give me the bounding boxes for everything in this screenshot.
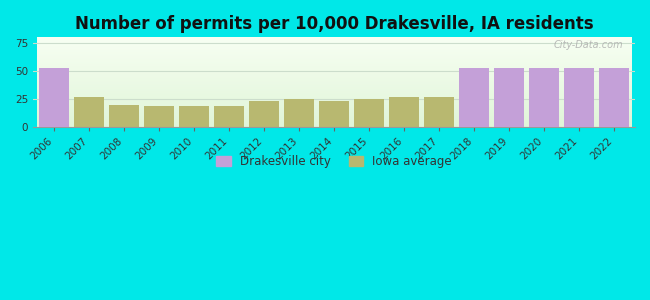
Bar [179,106,209,127]
Bar [40,90,69,127]
Bar [495,68,524,127]
Bar [144,106,174,127]
Bar [319,101,348,127]
Bar [75,97,104,127]
Bar [250,101,279,127]
Bar [354,99,383,127]
Legend: Drakesville city, Iowa average: Drakesville city, Iowa average [212,151,456,173]
Bar [495,98,524,127]
Bar [529,68,558,127]
Bar [109,104,138,127]
Text: City-Data.com: City-Data.com [553,40,623,50]
Bar [460,100,489,127]
Bar [214,106,244,127]
Bar [599,68,629,127]
Bar [564,94,593,127]
Bar [599,99,629,127]
Bar [389,97,419,127]
Bar [564,68,593,127]
Bar [460,68,489,127]
Bar [40,68,69,127]
Title: Number of permits per 10,000 Drakesville, IA residents: Number of permits per 10,000 Drakesville… [75,15,593,33]
Bar [285,99,314,127]
Bar [424,97,454,127]
Bar [529,97,558,127]
